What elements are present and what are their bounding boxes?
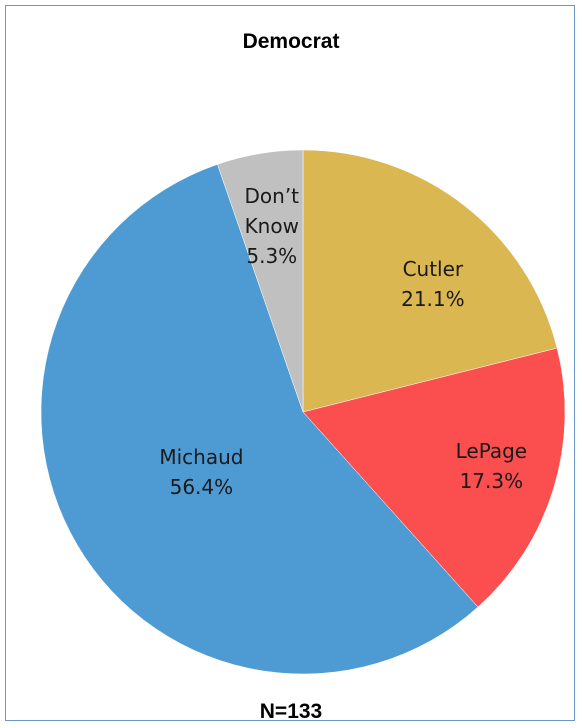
slice-label-michaud: Michaud 56.4% bbox=[159, 445, 243, 499]
pie-slice-lepage bbox=[302, 347, 566, 608]
pie-slice-michaud bbox=[40, 164, 479, 675]
slice-label-cutler: Cutler 21.1% bbox=[401, 257, 465, 311]
sample-size-label: N=133 bbox=[259, 700, 323, 723]
chart-title: Democrat bbox=[242, 30, 340, 53]
slice-label-don-t-know: Don’t Know 5.3% bbox=[245, 184, 300, 268]
pie-slice-cutler bbox=[302, 149, 558, 413]
pie-slice-don-t-know bbox=[217, 149, 304, 413]
slice-label-lepage: LePage 17.3% bbox=[456, 439, 528, 493]
